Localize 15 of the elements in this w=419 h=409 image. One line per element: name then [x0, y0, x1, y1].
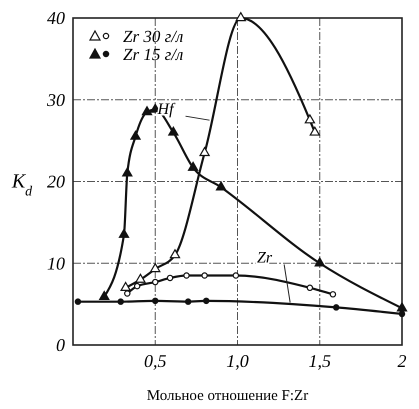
y-tick-label: 10 — [47, 253, 65, 274]
legend-label: Zr 15 г/л — [123, 45, 184, 64]
legend-label: Zr 30 г/л — [123, 27, 184, 46]
annotation: Hf — [156, 101, 176, 118]
x-tick-label: 1,0 — [226, 351, 249, 371]
y-tick-label: 20 — [47, 172, 65, 192]
x-tick-label: 0,5 — [144, 351, 166, 371]
y-tick-label: 0 — [56, 335, 65, 355]
x-tick-label: 1,5 — [308, 351, 331, 371]
x-tick-label: 2 — [398, 351, 406, 371]
annotation: Zr — [257, 249, 273, 266]
x-axis-title: Мольное отношение F:Zr — [146, 388, 308, 404]
y-tick-label: 30 — [46, 90, 65, 110]
y-tick-label: 40 — [47, 8, 65, 28]
y-axis-title: K$_{d}$ — [10, 170, 34, 199]
